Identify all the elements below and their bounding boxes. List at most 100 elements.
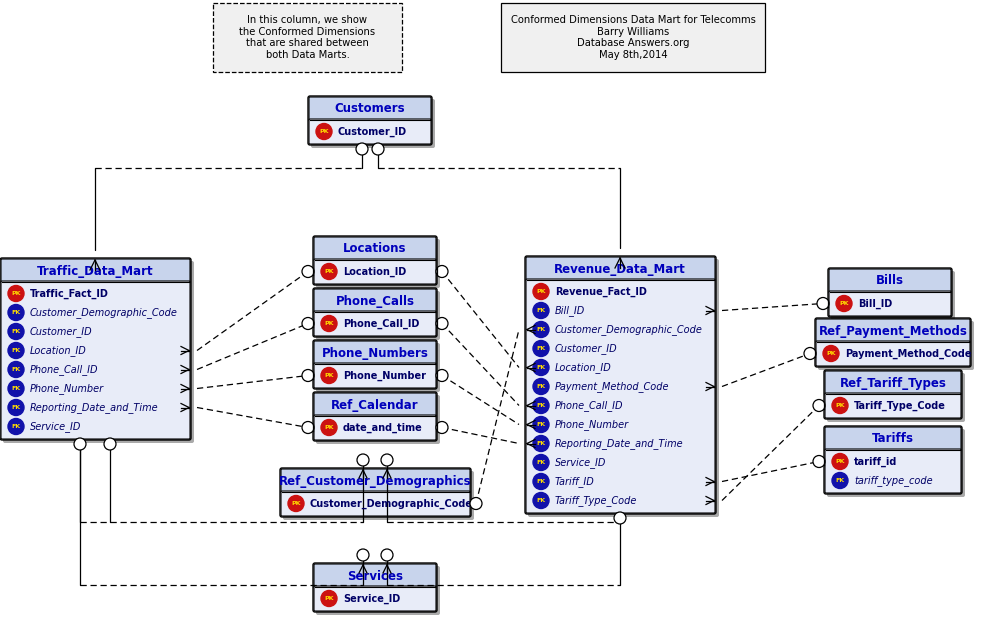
Text: Phone_Call_ID: Phone_Call_ID — [343, 318, 419, 329]
FancyBboxPatch shape — [309, 97, 431, 121]
Circle shape — [532, 302, 548, 318]
FancyBboxPatch shape — [314, 363, 436, 388]
FancyBboxPatch shape — [314, 259, 436, 284]
FancyBboxPatch shape — [314, 586, 436, 611]
Circle shape — [302, 265, 314, 278]
Circle shape — [302, 318, 314, 329]
Text: Revenue_Fact_ID: Revenue_Fact_ID — [554, 286, 646, 297]
Text: Phone_Number: Phone_Number — [554, 419, 628, 430]
FancyBboxPatch shape — [281, 469, 470, 493]
Text: Phone_Calls: Phone_Calls — [335, 294, 414, 307]
FancyBboxPatch shape — [212, 3, 402, 72]
Text: Phone_Number: Phone_Number — [343, 370, 426, 381]
Circle shape — [8, 305, 24, 320]
Text: Tariff_Type_Code: Tariff_Type_Code — [554, 495, 636, 506]
Text: PK: PK — [835, 403, 844, 408]
Text: Service_ID: Service_ID — [554, 457, 606, 468]
Text: FK: FK — [536, 327, 545, 332]
Circle shape — [381, 549, 393, 561]
Text: Location_ID: Location_ID — [554, 362, 611, 373]
Circle shape — [316, 123, 332, 139]
Circle shape — [532, 378, 548, 394]
Circle shape — [532, 455, 548, 471]
Text: Customer_Demographic_Code: Customer_Demographic_Code — [554, 324, 702, 335]
Text: Bill_ID: Bill_ID — [554, 305, 584, 316]
Circle shape — [288, 495, 304, 511]
Circle shape — [532, 360, 548, 376]
Text: Conformed Dimensions Data Mart for Telecomms
Barry Williams
Database Answers.org: Conformed Dimensions Data Mart for Telec… — [510, 15, 755, 60]
FancyBboxPatch shape — [818, 321, 973, 370]
Text: Reporting_Date_and_Time: Reporting_Date_and_Time — [30, 402, 158, 413]
Text: FK: FK — [11, 329, 21, 334]
Text: Customer_ID: Customer_ID — [30, 326, 92, 337]
Text: FK: FK — [536, 498, 545, 503]
Text: Customers: Customers — [335, 102, 405, 115]
Text: Locations: Locations — [343, 242, 407, 255]
FancyBboxPatch shape — [316, 395, 440, 444]
Text: Customer_ID: Customer_ID — [554, 343, 617, 354]
FancyBboxPatch shape — [525, 279, 714, 513]
Text: FK: FK — [11, 386, 21, 391]
FancyBboxPatch shape — [1, 259, 189, 283]
Text: FK: FK — [536, 460, 545, 465]
Text: Ref_Payment_Methods: Ref_Payment_Methods — [818, 325, 967, 337]
Text: PK: PK — [324, 596, 334, 601]
Text: Ref_Tariff_Types: Ref_Tariff_Types — [839, 376, 946, 389]
Text: Phone_Call_ID: Phone_Call_ID — [554, 400, 623, 411]
Circle shape — [532, 416, 548, 433]
Text: Bill_ID: Bill_ID — [857, 299, 892, 308]
Text: Ref_Customer_Demographics: Ref_Customer_Demographics — [279, 474, 471, 487]
Text: PK: PK — [536, 289, 545, 294]
Circle shape — [8, 399, 24, 415]
Circle shape — [321, 315, 337, 331]
Text: Location_ID: Location_ID — [30, 345, 86, 356]
Circle shape — [104, 438, 116, 450]
Text: PK: PK — [324, 425, 334, 430]
FancyBboxPatch shape — [825, 371, 960, 395]
Circle shape — [357, 454, 369, 466]
FancyBboxPatch shape — [314, 564, 436, 588]
Circle shape — [321, 590, 337, 607]
Circle shape — [804, 347, 816, 360]
Circle shape — [817, 297, 829, 310]
Circle shape — [357, 549, 369, 561]
Text: FK: FK — [536, 346, 545, 351]
Text: Service_ID: Service_ID — [343, 594, 400, 603]
FancyBboxPatch shape — [816, 341, 969, 366]
FancyBboxPatch shape — [314, 311, 436, 336]
Circle shape — [436, 318, 448, 329]
Circle shape — [532, 283, 548, 299]
Text: In this column, we show
the Conformed Dimensions
that are shared between
both Da: In this column, we show the Conformed Di… — [239, 15, 375, 60]
Text: FK: FK — [536, 308, 545, 313]
FancyBboxPatch shape — [829, 269, 950, 293]
Text: Tariff_Type_Code: Tariff_Type_Code — [853, 400, 945, 411]
Circle shape — [832, 453, 847, 470]
Text: PK: PK — [319, 129, 329, 134]
Circle shape — [532, 397, 548, 413]
Circle shape — [532, 473, 548, 489]
FancyBboxPatch shape — [309, 119, 431, 144]
Text: Tariffs: Tariffs — [871, 433, 913, 445]
Text: PK: PK — [826, 351, 835, 356]
Circle shape — [8, 286, 24, 302]
Text: FK: FK — [536, 403, 545, 408]
FancyBboxPatch shape — [825, 393, 960, 418]
FancyBboxPatch shape — [283, 471, 474, 520]
FancyBboxPatch shape — [316, 291, 440, 340]
FancyBboxPatch shape — [829, 291, 950, 316]
Text: Revenue_Data_Mart: Revenue_Data_Mart — [553, 262, 685, 276]
FancyBboxPatch shape — [281, 491, 470, 516]
Text: Payment_Method_Code: Payment_Method_Code — [554, 381, 668, 392]
Text: PK: PK — [839, 301, 848, 306]
Circle shape — [832, 397, 847, 413]
Circle shape — [470, 497, 482, 510]
Text: Service_ID: Service_ID — [30, 421, 81, 432]
Circle shape — [8, 418, 24, 434]
Circle shape — [813, 455, 825, 468]
Circle shape — [372, 143, 384, 155]
Text: Phone_Numbers: Phone_Numbers — [322, 347, 428, 360]
Text: FK: FK — [11, 310, 21, 315]
Text: PK: PK — [11, 291, 21, 296]
Text: PK: PK — [324, 373, 334, 378]
Text: FK: FK — [536, 422, 545, 427]
